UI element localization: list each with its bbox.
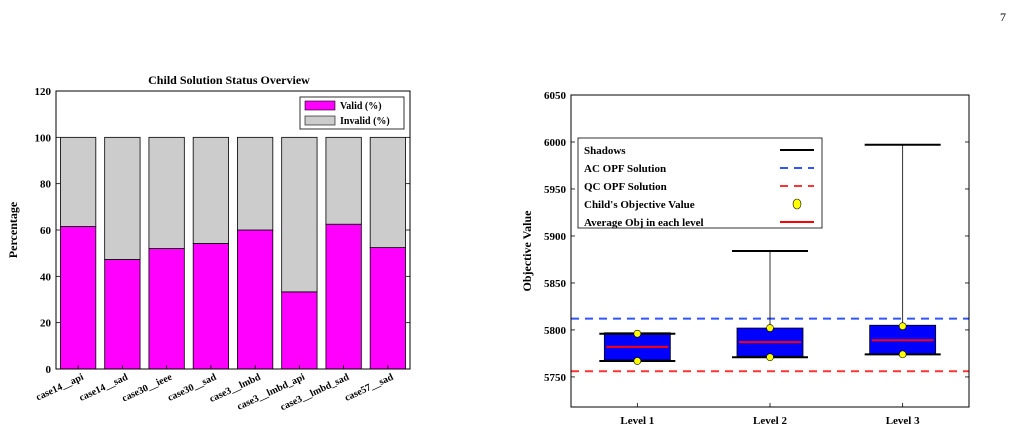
- child-objective-point: [766, 353, 774, 361]
- bar-invalid-case14__sad: [104, 136, 141, 260]
- bar-invalid-case3__lmbd_sad: [325, 136, 362, 225]
- child-objective-point: [633, 329, 642, 338]
- legend-label-invalid: Invalid (%): [340, 116, 390, 127]
- legend: Valid (%) Invalid (%): [299, 96, 405, 130]
- bar-invalid-case3__lmbd: [237, 136, 274, 231]
- x-tick-label: Level 1: [620, 415, 654, 427]
- child-objective-point: [633, 357, 642, 365]
- y-tick-label: 5850: [544, 278, 567, 290]
- y-tick-label: 5950: [544, 184, 567, 196]
- y-axis-label: Percentage: [6, 201, 20, 258]
- bar-valid-case30__ieee: [148, 248, 185, 370]
- bar-valid-case57__sad: [369, 247, 406, 370]
- x-tick-label: Level 3: [886, 415, 920, 427]
- bar-valid-case14__sad: [104, 259, 141, 370]
- legend-label: Average Obj in each level: [584, 217, 704, 229]
- legend-dot-swatch: [792, 198, 802, 210]
- legend-swatch-invalid: [304, 115, 336, 126]
- bar-valid-case3__lmbd_api: [281, 291, 318, 370]
- y-tick-label: 0: [46, 364, 52, 376]
- legend-right: Shadows AC OPF Solution QC OPF Solution Chi…: [577, 137, 823, 229]
- y-tick-label: 20: [40, 318, 52, 330]
- legend-label-valid: Valid (%): [340, 101, 382, 112]
- y-tick-label: 5750: [544, 372, 567, 384]
- bar-valid-case14__api: [60, 226, 97, 370]
- bar-valid-case30__sad: [192, 243, 229, 370]
- y-tick-label: 5900: [544, 231, 567, 243]
- child-objective-point: [766, 324, 774, 332]
- bar-invalid-case14__api: [60, 136, 97, 227]
- bar-invalid-case57__sad: [369, 136, 406, 249]
- y-tick-label: 100: [35, 132, 52, 144]
- chart-title: Child Solution Status Overview: [148, 73, 310, 87]
- y-tick-label: 60: [40, 225, 52, 237]
- y-tick-label: 5800: [544, 325, 567, 337]
- child-objective-point: [898, 350, 907, 359]
- status-bar-chart: Child Solution Status Overview 0 20 40 60 80…: [6, 73, 411, 413]
- bar-invalid-case30__sad: [192, 136, 229, 244]
- x-tick-label: case14__api: [34, 372, 85, 404]
- legend-label: Child's Objective Value: [584, 199, 695, 211]
- objective-box-chart: 5750 5800 5850 5900 5950 6000 6050 Level 1 Leve…: [520, 90, 970, 427]
- legend-swatch-valid: [304, 100, 336, 111]
- bar-valid-case3__lmbd_sad: [325, 223, 362, 370]
- x-tick-label: case30__ieee: [120, 372, 174, 405]
- legend-label: Shadows: [584, 145, 626, 157]
- legend-label: AC OPF Solution: [584, 163, 666, 175]
- y-tick-label: 6000: [544, 137, 567, 149]
- legend-label: QC OPF Solution: [584, 181, 667, 193]
- y-tick-label: 6050: [544, 90, 567, 102]
- child-objective-point: [898, 322, 907, 330]
- bar-valid-case3__lmbd: [237, 229, 274, 370]
- bar-invalid-case30__ieee: [148, 136, 185, 249]
- page-number: 7: [1000, 10, 1006, 24]
- y-tick-label: 120: [35, 86, 52, 98]
- y-axis-label-right: Objective Value: [520, 210, 534, 292]
- x-tick-label: Level 2: [753, 415, 787, 427]
- y-tick-label: 80: [40, 179, 52, 191]
- bar-invalid-case3__lmbd_api: [281, 136, 318, 293]
- y-tick-label: 40: [40, 271, 52, 283]
- x-tick-label: case57__sad: [343, 372, 395, 404]
